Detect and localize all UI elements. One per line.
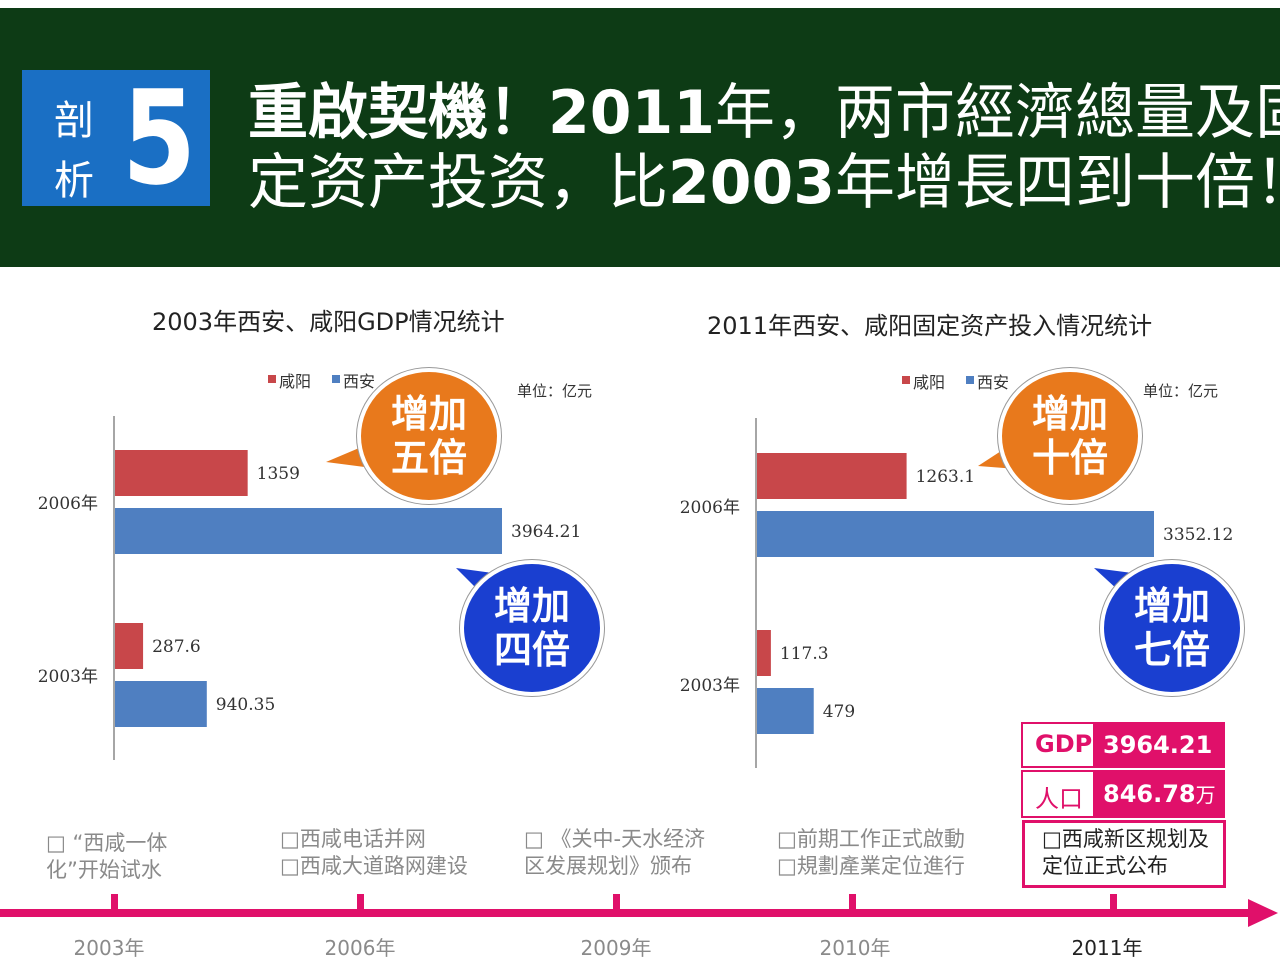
population-unit: 万 — [1195, 783, 1216, 807]
event-line: □ 《关中-天水经济 — [524, 827, 706, 851]
data-label: 1359 — [257, 464, 300, 484]
section-badge: 剖 析 5 — [22, 62, 210, 214]
callout-text: 增加 — [1133, 584, 1210, 628]
page-title-line1: 重啟契機！2011年，两市經濟總量及固 — [248, 64, 1280, 151]
timeline-tick — [111, 894, 118, 912]
category-label: 2003年 — [38, 667, 98, 687]
chart1-title: 2003年西安、咸阳GDP情况统计 — [152, 308, 505, 336]
timeline-year: 2010年 — [819, 936, 891, 960]
title-line2-bold: 2003 — [668, 148, 835, 218]
category-label: 2003年 — [680, 676, 740, 696]
data-label: 479 — [823, 702, 855, 722]
population-label: 人口 — [1035, 785, 1083, 813]
bar — [115, 623, 144, 669]
event-line: □ “西咸一体 — [46, 831, 168, 855]
milestone-2011-box — [1022, 820, 1226, 888]
timeline-event-2003: □ “西咸一体 化”开始试水 — [46, 830, 167, 884]
bar — [757, 630, 771, 676]
event-line: 区发展规划》颁布 — [524, 854, 692, 878]
timeline-year: 2003年 — [73, 936, 145, 960]
event-line: □西咸大道路网建设 — [280, 854, 468, 878]
title-line2-a: 定资产投资，比 — [248, 148, 668, 218]
event-line: □前期工作正式啟動 — [777, 827, 965, 851]
badge-char-bottom: 析 — [54, 158, 94, 204]
legend-label: 咸阳 — [913, 373, 945, 392]
title-line1-bold: 重啟契機！2011 — [248, 78, 715, 148]
callout-text: 增加 — [1031, 392, 1108, 436]
badge-number: 5 — [122, 62, 197, 214]
legend-swatch — [902, 376, 910, 384]
data-label: 3964.21 — [511, 522, 581, 542]
callout-chart2-orange: 增加 十倍 — [998, 368, 1142, 504]
callout-chart2-blue: 增加 七倍 — [1100, 560, 1244, 696]
callout-text: 七倍 — [1133, 628, 1210, 672]
event-line: 化”开始试水 — [46, 858, 162, 882]
bar — [757, 453, 907, 499]
event-line: □西咸新区规划及 — [1042, 827, 1209, 851]
title-line2-b: 年增長四到十倍！ — [835, 148, 1280, 218]
callout-chart1-orange: 增加 五倍 — [357, 368, 501, 504]
callout-text: 增加 — [493, 584, 570, 628]
timeline-event-2010: □前期工作正式啟動 □規劃產業定位進行 — [777, 826, 965, 880]
bar — [757, 688, 814, 734]
timeline-event-2009: □ 《关中-天水经济 区发展规划》颁布 — [524, 826, 705, 880]
timeline-event-2011: □西咸新区规划及 定位正式公布 — [1042, 826, 1209, 880]
page-title-line2: 定资产投资，比2003年增長四到十倍！ — [248, 134, 1280, 221]
callout-chart1-blue: 增加 四倍 — [460, 560, 604, 696]
population-stat: 人口 846.78万 — [1021, 770, 1225, 818]
callout-text: 四倍 — [493, 628, 570, 672]
event-line: □西咸电话并网 — [280, 827, 426, 851]
legend-swatch — [966, 376, 974, 384]
event-line: □規劃產業定位進行 — [777, 854, 965, 878]
timeline-year: 2006年 — [324, 936, 396, 960]
bar — [115, 450, 248, 496]
gdp-value-cell: 3964.21亿 — [1093, 724, 1223, 799]
callout-text: 十倍 — [1031, 436, 1108, 480]
timeline-tick — [849, 894, 856, 912]
data-label: 3352.12 — [1163, 525, 1233, 545]
header-banner: 剖 析 5 重啟契機！2011年，两市經濟總量及固 定资产投资，比2003年增長… — [0, 8, 1280, 267]
legend-label: 西安 — [977, 373, 1009, 392]
callout-text: 五倍 — [390, 436, 467, 480]
event-line: 定位正式公布 — [1042, 854, 1168, 878]
population-value: 846.78 — [1103, 780, 1196, 808]
population-value-cell: 846.78万 — [1093, 772, 1223, 816]
gdp-label: GDP — [1035, 730, 1093, 758]
bar — [115, 681, 207, 727]
timeline-tick — [613, 894, 620, 912]
data-label: 287.6 — [152, 637, 201, 657]
timeline-line — [0, 909, 1252, 917]
chart1-unit: 单位：亿元 — [517, 382, 593, 400]
bar — [757, 511, 1154, 557]
timeline-event-2006: □西咸电话并网 □西咸大道路网建设 — [280, 826, 468, 880]
timeline-arrow-icon — [1248, 899, 1278, 927]
bar — [115, 508, 502, 554]
badge-char-top: 剖 — [54, 98, 94, 144]
legend-label: 西安 — [343, 372, 375, 391]
gdp-stat: GDP 3964.21亿 — [1021, 722, 1225, 799]
data-label: 940.35 — [216, 695, 275, 715]
data-label: 117.3 — [780, 644, 829, 664]
timeline-tick — [1110, 894, 1117, 912]
callout-text: 增加 — [390, 392, 467, 436]
chart2-unit: 单位：亿元 — [1143, 382, 1219, 400]
legend-swatch — [332, 375, 340, 383]
timeline-year: 2011年 — [1071, 936, 1143, 960]
gdp-value: 3964.21 — [1103, 731, 1213, 759]
chart2-title: 2011年西安、咸阳固定资产投入情况统计 — [707, 312, 1153, 340]
category-label: 2006年 — [680, 498, 740, 518]
data-label: 1263.1 — [916, 467, 975, 487]
legend-swatch — [268, 375, 276, 383]
timeline-tick — [357, 894, 364, 912]
legend-label: 咸阳 — [279, 372, 311, 391]
timeline-year: 2009年 — [580, 936, 652, 960]
category-label: 2006年 — [38, 494, 98, 514]
title-line1-rest: 年，两市經濟總量及固 — [715, 78, 1280, 148]
